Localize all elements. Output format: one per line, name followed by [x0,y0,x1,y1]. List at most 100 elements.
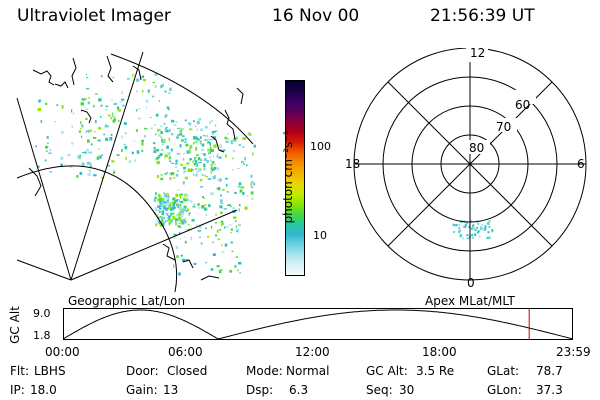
emission-pixel [195,147,197,149]
emission-pixel [86,148,89,151]
altitude-ylabel: GC Alt [8,306,22,344]
emission-pixel [199,140,202,143]
emission-pixel [190,200,193,203]
status-filter-value: LBHS [34,364,66,378]
emission-pixel [484,227,487,230]
emission-pixel [199,178,203,182]
emission-pixel [174,237,177,239]
emission-pixel [49,149,52,151]
emission-pixel [489,236,492,239]
emission-pixel [230,228,233,231]
emission-pixel [184,218,187,220]
emission-pixel [171,163,175,164]
emission-pixel [229,270,233,273]
emission-pixel [222,149,226,152]
emission-pixel [475,227,478,230]
emission-pixel [176,134,180,136]
emission-pixel [167,108,170,111]
emission-pixel [248,133,252,136]
emission-pixel [174,166,178,168]
emission-pixel [238,182,242,186]
emission-pixel [86,73,87,76]
emission-pixel [158,210,161,213]
emission-pixel [183,170,185,174]
emission-pixel [155,133,157,136]
emission-pixel [193,263,197,265]
emission-pixel [180,254,183,257]
emission-pixel [242,186,245,189]
emission-pixel [183,236,186,238]
emission-pixel [162,221,165,225]
emission-pixel [175,193,178,197]
emission-pixel [173,199,176,202]
emission-pixel [186,150,190,154]
emission-pixel [35,145,37,148]
emission-pixel [477,222,480,225]
emission-pixel [40,120,43,123]
emission-pixel [141,89,144,93]
emission-pixel [100,104,103,107]
emission-pixel [152,81,155,84]
emission-pixel [180,220,184,223]
emission-pixel [183,141,187,143]
emission-pixel [238,185,241,188]
emission-pixel [214,175,216,177]
altitude-ytick-max: 9.0 [33,307,51,320]
emission-pixel [125,132,127,135]
emission-pixel [217,187,221,191]
emission-pixel [47,142,49,144]
emission-pixel [191,169,194,171]
emission-pixel [36,165,40,168]
emission-pixel [195,140,198,143]
emission-pixel [182,209,186,211]
emission-pixel [253,144,256,148]
emission-pixel [156,156,160,159]
emission-pixel [173,124,177,126]
emission-pixel [105,137,109,141]
emission-pixel [87,151,90,154]
emission-pixel [214,124,217,127]
emission-pixel [117,109,122,112]
emission-pixel [85,88,90,90]
emission-pixel [210,146,212,150]
emission-pixel [238,144,241,146]
emission-pixel [155,223,158,227]
emission-pixel [162,83,164,87]
emission-pixel [221,251,225,253]
emission-pixel [178,272,181,276]
polar-grid [353,48,587,281]
status-door-label: Door: [126,364,159,378]
emission-pixel [204,139,207,141]
lat-label-80: 80 [469,141,485,155]
emission-pixel [180,212,183,215]
emission-pixel [181,223,185,225]
emission-pixel [154,207,158,211]
emission-pixel [183,206,187,210]
emission-pixel [175,121,178,123]
emission-pixel [189,148,191,152]
geographic-image [16,51,256,292]
emission-pixel [168,206,171,210]
emission-pixel [141,142,144,146]
emission-pixel [90,143,93,146]
boundary-line [16,259,72,281]
emission-pixel [207,148,210,152]
emission-pixel [238,224,241,226]
lon-line [70,209,238,281]
emission-pixel [196,128,198,131]
emission-pixel [472,226,475,229]
emission-pixel [226,183,228,187]
emission-pixel [213,163,216,166]
emission-pixel [210,149,214,153]
emission-pixel [166,106,170,109]
emission-pixel [471,234,474,236]
emission-pixel [159,125,163,127]
emission-pixel [85,131,86,134]
emission-pixel [234,264,237,268]
emission-pixel [209,159,213,162]
emission-pixel [220,211,223,215]
emission-pixel [187,168,191,172]
emission-pixel [159,153,163,156]
emission-pixel [250,181,255,183]
emission-pixel [141,139,144,142]
